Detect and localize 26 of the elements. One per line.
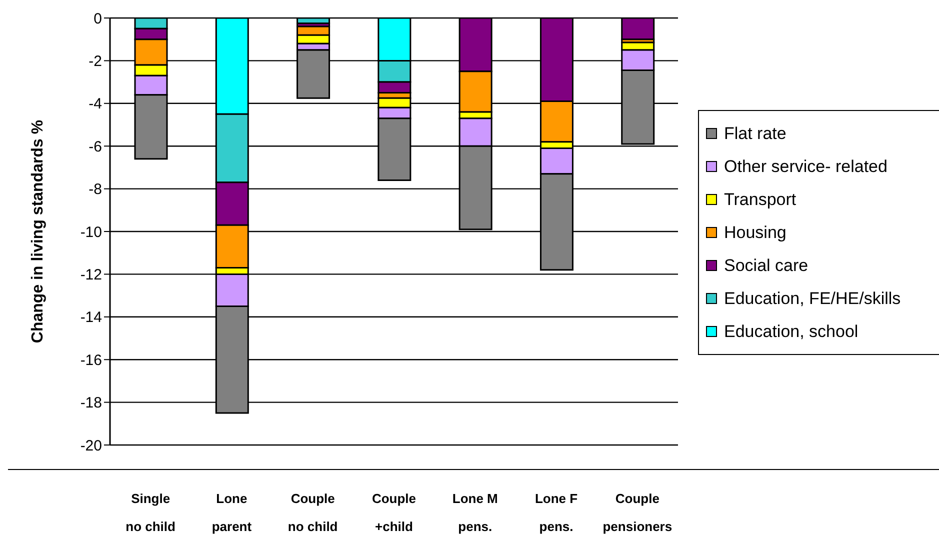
x-tick-label: Couple +child [372, 491, 416, 534]
y-tick-label: -4 [88, 96, 102, 113]
legend-label: Flat rate [724, 124, 786, 144]
legend-label: Education, FE/HE/skills [724, 288, 901, 308]
x-tick-label: Single no child [126, 491, 176, 534]
x-tick-label: Couple pensioners [602, 491, 672, 534]
legend-label: Transport [724, 190, 796, 210]
y-tick-label: -2 [88, 53, 102, 70]
x-tick-label: Lone parent [212, 491, 252, 534]
x-tick-label: Lone F pens. [534, 491, 578, 534]
legend-label: Social care [724, 256, 808, 276]
x-tick-label: Lone M pens. [452, 491, 498, 534]
x-tick-label: Couple no child [288, 491, 338, 534]
y-tick-label: -18 [80, 394, 102, 412]
y-tick-label: -8 [88, 181, 102, 198]
legend-label: Education, school [724, 322, 858, 342]
y-tick-label: -20 [80, 437, 102, 454]
y-tick-label: -14 [80, 309, 102, 326]
legend-label: Other service- related [724, 156, 888, 176]
y-tick-label: -16 [80, 352, 102, 369]
y-tick-label: -6 [88, 138, 102, 156]
y-tick-label: 0 [94, 10, 102, 28]
y-tick-label: -10 [80, 224, 102, 241]
y-tick-label: -12 [80, 266, 102, 284]
legend-label: Housing [724, 222, 786, 242]
y-axis-title: Change in living standards % [30, 120, 47, 344]
